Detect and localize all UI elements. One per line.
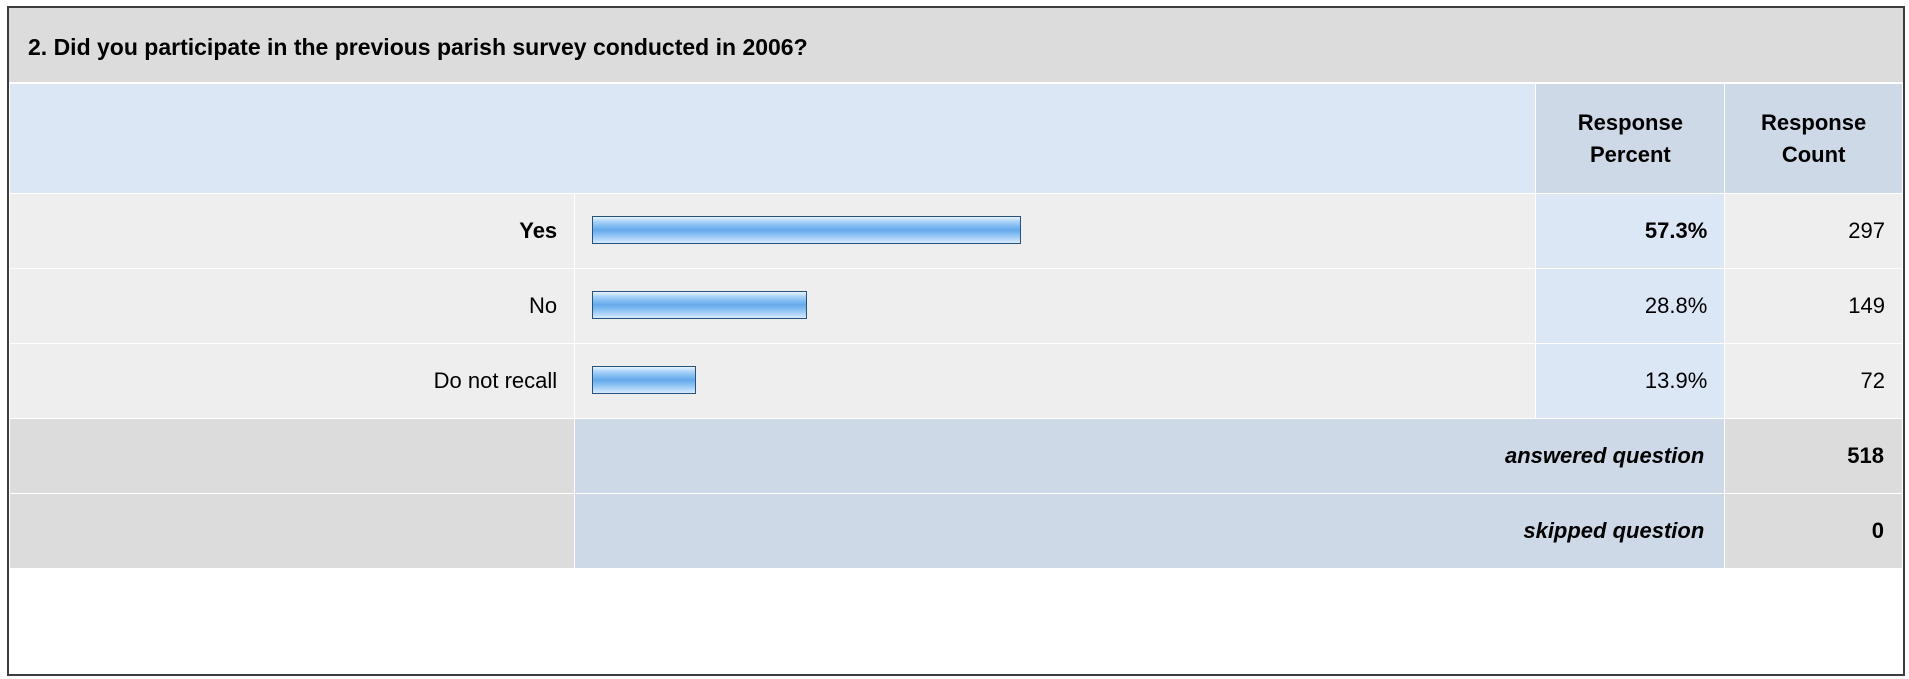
- survey-question-panel: 2. Did you participate in the previous p…: [7, 6, 1905, 676]
- response-bar: [592, 216, 1022, 244]
- skipped-question-label: skipped question: [574, 493, 1726, 569]
- skipped-question-value: 0: [1724, 493, 1903, 569]
- table-header-row: Response Percent Response Count: [8, 83, 1903, 194]
- table-row: Do not recall 13.9% 72: [8, 343, 1903, 419]
- question-title: 2. Did you participate in the previous p…: [28, 34, 808, 60]
- bar-cell: [574, 193, 1537, 269]
- response-bar: [592, 291, 808, 319]
- header-spacer: [8, 83, 1537, 194]
- answer-label: Do not recall: [8, 343, 576, 419]
- table-row: Yes 57.3% 297: [8, 193, 1903, 269]
- response-count: 149: [1724, 268, 1903, 344]
- response-bar: [592, 366, 697, 394]
- response-count-header: Response Count: [1724, 83, 1903, 194]
- answer-label: No: [8, 268, 576, 344]
- results-table: Response Percent Response Count Yes 57.3…: [8, 83, 1903, 569]
- response-percent: 28.8%: [1535, 268, 1726, 344]
- question-header: 2. Did you participate in the previous p…: [9, 8, 1903, 83]
- response-percent-header: Response Percent: [1535, 83, 1726, 194]
- answered-question-value: 518: [1724, 418, 1903, 494]
- answer-label: Yes: [8, 193, 576, 269]
- bar-cell: [574, 268, 1537, 344]
- table-row: No 28.8% 149: [8, 268, 1903, 344]
- answered-row: answered question 518: [8, 418, 1903, 494]
- response-percent: 13.9%: [1535, 343, 1726, 419]
- answered-question-label: answered question: [574, 418, 1726, 494]
- summary-spacer: [8, 493, 576, 569]
- response-percent: 57.3%: [1535, 193, 1726, 269]
- response-count: 72: [1724, 343, 1903, 419]
- response-count: 297: [1724, 193, 1903, 269]
- skipped-row: skipped question 0: [8, 493, 1903, 569]
- summary-spacer: [8, 418, 576, 494]
- bar-cell: [574, 343, 1537, 419]
